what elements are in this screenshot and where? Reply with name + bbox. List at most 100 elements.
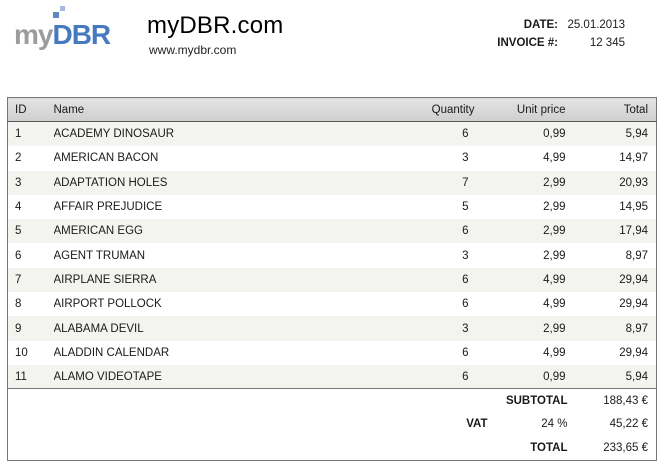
cell-name: AMERICAN BACON [53, 152, 159, 165]
mydbr-logo: my DBR [14, 6, 111, 50]
date-label: DATE: [523, 19, 558, 31]
cell-id: 9 [15, 322, 22, 335]
subtotal-value: 188,43 € [603, 394, 648, 407]
cell-total: 8,97 [625, 249, 648, 262]
cell-name: AIRPLANE SIERRA [53, 273, 157, 286]
cell-id: 5 [15, 225, 22, 238]
table-header-row: ID Name Quantity Unit price Total [7, 97, 657, 122]
cell-name: ALAMO VIDEOTAPE [53, 371, 162, 384]
cell-total: 14,97 [619, 152, 648, 165]
cell-id: 6 [15, 249, 22, 262]
company-website: www.mydbr.com [149, 43, 237, 57]
cell-id: 11 [15, 371, 27, 384]
cell-total: 29,94 [619, 273, 648, 286]
cell-quantity: 6 [462, 225, 469, 238]
vat-rate: 24 % [541, 418, 568, 431]
cell-unit-price: 0,99 [543, 128, 566, 141]
subtotal-label: SUBTOTAL [505, 394, 568, 407]
cell-unit-price: 2,99 [543, 322, 566, 335]
cell-total: 5,94 [625, 128, 648, 141]
subtotal-row: SUBTOTAL 188,43 € [8, 389, 657, 413]
vat-row: VAT 24 % 45,22 € [8, 413, 657, 437]
cell-unit-price: 4,99 [543, 273, 566, 286]
cell-total: 8,97 [625, 322, 648, 335]
cell-quantity: 6 [462, 273, 469, 286]
cell-id: 7 [15, 273, 22, 286]
cell-quantity: 7 [462, 176, 469, 189]
column-header-name: Name [53, 97, 333, 122]
summary-table: SUBTOTAL 188,43 € VAT 24 % 45,22 € TOTAL… [7, 388, 657, 461]
cell-quantity: 5 [462, 201, 469, 214]
company-block: myDBR.com www.mydbr.com [147, 12, 283, 57]
table-row: 4 AFFAIR PREJUDICE 5 2,99 14,95 [8, 195, 657, 219]
cell-unit-price: 4,99 [543, 298, 566, 311]
logo-text-my: my [14, 19, 53, 50]
empty-cell [8, 436, 496, 460]
cell-unit-price: 2,99 [543, 225, 566, 238]
logo-pixel-icon [53, 12, 60, 18]
table-row: 6 AGENT TRUMAN 3 2,99 8,97 [8, 243, 657, 267]
cell-unit-price: 4,99 [543, 346, 566, 359]
date-value: 25.01.2013 [567, 19, 625, 31]
table-row: 8 AIRPORT POLLOCK 6 4,99 29,94 [8, 292, 657, 316]
cell-quantity: 6 [462, 371, 469, 384]
table-row: 5 AMERICAN EGG 6 2,99 17,94 [7, 219, 657, 244]
cell-quantity: 6 [462, 346, 469, 359]
invoice-meta: DATE: 25.01.2013 INVOICE #: 12 345 [497, 16, 625, 52]
cell-unit-price: 4,99 [543, 152, 566, 165]
total-row: TOTAL 233,65 € [8, 436, 657, 460]
cell-total: 29,94 [619, 346, 648, 359]
cell-name: ADAPTATION HOLES [53, 176, 168, 189]
column-header-unit-price: Unit price [482, 97, 574, 122]
table-row: 1 ACADEMY DINOSAUR 6 0,99 5,94 [7, 121, 657, 147]
invoice-table: ID Name Quantity Unit price Total 1 ACAD… [7, 97, 657, 391]
total-value: 233,65 € [603, 441, 648, 454]
cell-quantity: 3 [462, 249, 469, 262]
company-name: myDBR.com [147, 12, 284, 39]
cell-unit-price: 0,99 [543, 371, 566, 384]
cell-name: ACADEMY DINOSAUR [53, 128, 175, 141]
cell-unit-price: 2,99 [543, 201, 566, 214]
cell-quantity: 3 [462, 322, 469, 335]
cell-quantity: 6 [462, 128, 469, 141]
cell-name: ALABAMA DEVIL [53, 322, 144, 335]
table-row: 3 ADAPTATION HOLES 7 2,99 20,93 [7, 170, 657, 195]
cell-name: AGENT TRUMAN [53, 249, 146, 262]
cell-unit-price: 2,99 [543, 176, 566, 189]
empty-cell [8, 389, 496, 413]
table-row: 11 ALAMO VIDEOTAPE 6 0,99 5,94 [7, 364, 657, 390]
column-header-id: ID [7, 97, 54, 122]
table-row: 10 ALADDIN CALENDAR 6 4,99 29,94 [8, 341, 657, 365]
cell-quantity: 6 [462, 298, 469, 311]
logo-pixel-icon [60, 6, 66, 11]
column-header-total: Total [573, 97, 657, 122]
table-row: 9 ALABAMA DEVIL 3 2,99 8,97 [7, 316, 657, 341]
cell-id: 3 [15, 176, 22, 189]
cell-name: AFFAIR PREJUDICE [53, 201, 163, 214]
cell-total: 5,94 [625, 371, 648, 384]
logo-text-dbr: DBR [52, 6, 111, 49]
cell-quantity: 3 [462, 152, 469, 165]
cell-total: 29,94 [619, 298, 648, 311]
table-row: 7 AIRPLANE SIERRA 6 4,99 29,94 [7, 267, 657, 293]
cell-name: AMERICAN EGG [53, 225, 143, 238]
table-row: 2 AMERICAN BACON 3 4,99 14,97 [8, 146, 657, 170]
cell-id: 1 [15, 128, 22, 141]
cell-id: 4 [15, 201, 22, 214]
cell-name: ALADDIN CALENDAR [53, 346, 170, 359]
invoice-number-value: 12 345 [589, 37, 625, 49]
total-label: TOTAL [530, 441, 568, 454]
cell-id: 10 [15, 346, 28, 359]
vat-value: 45,22 € [609, 418, 648, 431]
cell-name: AIRPORT POLLOCK [53, 298, 162, 311]
cell-total: 17,94 [619, 225, 648, 238]
cell-unit-price: 2,99 [543, 249, 566, 262]
cell-id: 2 [15, 152, 22, 165]
cell-total: 14,95 [619, 201, 648, 214]
column-header-quantity: Quantity [332, 97, 483, 122]
cell-id: 8 [15, 298, 22, 311]
invoice-number-label: INVOICE #: [497, 37, 558, 49]
vat-label: VAT [466, 418, 488, 431]
cell-total: 20,93 [619, 176, 648, 189]
